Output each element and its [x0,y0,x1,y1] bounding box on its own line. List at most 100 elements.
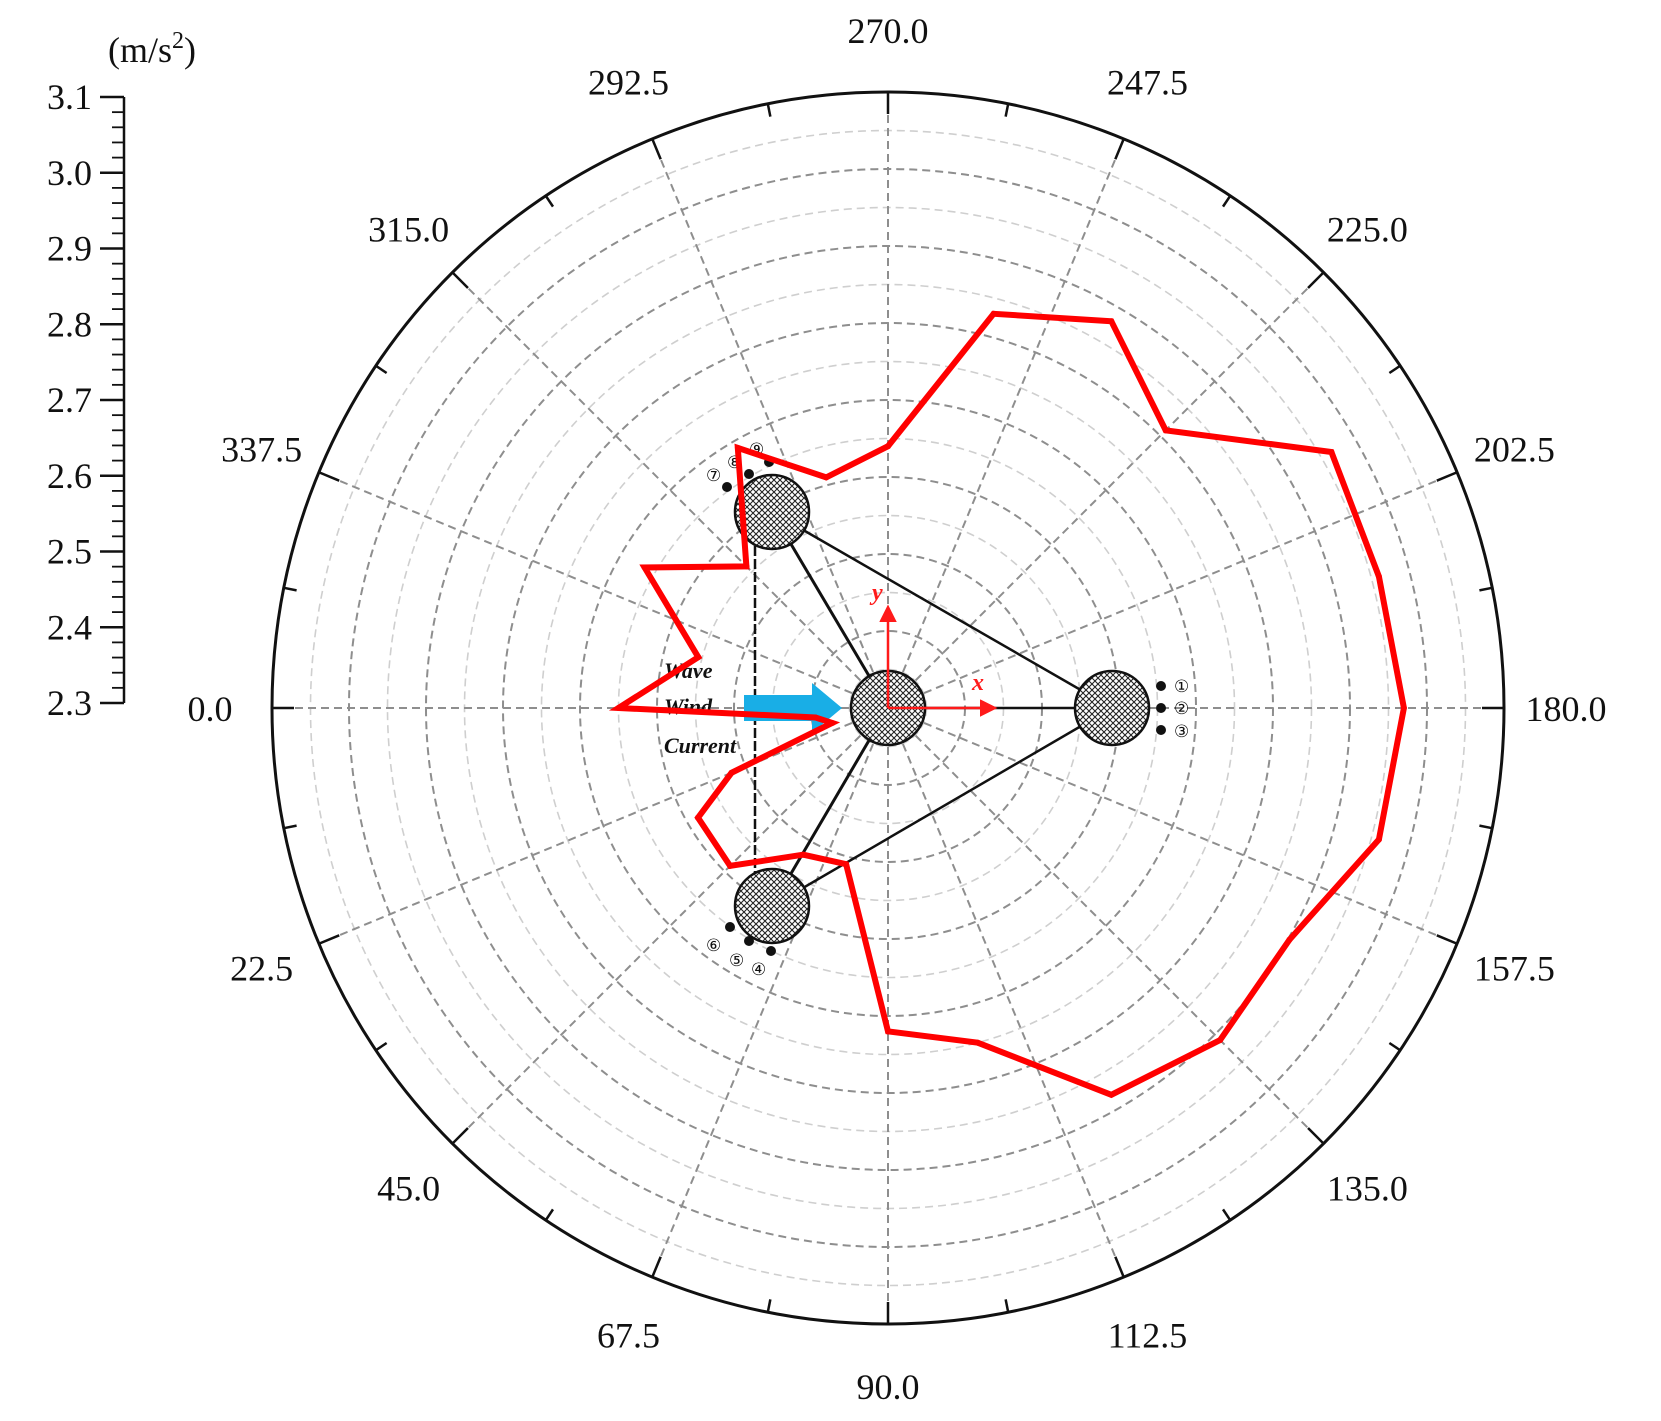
x-axis-label: x [971,670,984,696]
angle-major-tick [318,934,340,945]
angle-minor-tick [1388,1041,1401,1052]
angle-major-tick [1307,1127,1325,1145]
angle-label: 202.5 [1474,430,1555,470]
scale-tick-label: 2.9 [47,229,92,269]
sensor-dot-7 [722,482,732,492]
angle-minor-tick [283,586,297,592]
angle-minor-tick [544,195,555,208]
grid-spoke [887,471,1458,709]
series-point [885,1028,891,1035]
current-label: Current [664,733,737,758]
scale-tick-label: 3.1 [47,77,92,117]
flow-direction: Wave Wind Current [664,658,842,758]
angle-minor-tick [766,1299,772,1313]
grid-spoke [451,271,889,709]
angle-major-tick [318,471,340,482]
sensor-dot-2 [1156,703,1166,713]
angle-label: 270.0 [848,11,929,51]
angle-label: 67.5 [597,1315,660,1355]
angle-major-tick [1436,934,1458,945]
angle-major-tick [1436,471,1458,482]
series-point [728,769,735,776]
brace-upper-to-right [771,510,1113,710]
angle-minor-tick [1479,586,1493,592]
angle-label: 292.5 [588,63,669,103]
angle-label: 135.0 [1327,1168,1408,1208]
grid-spoke [318,707,889,945]
series-line [608,310,1407,1099]
upper-left-column [733,473,811,551]
grid-spoke [887,707,1325,1145]
series-point [812,714,819,721]
angle-label: 157.5 [1474,948,1555,988]
sensor-dot-4 [766,946,776,956]
series-point [743,563,750,570]
scale-tick-label: 2.4 [47,607,92,647]
right-column [1073,669,1151,747]
polar-grid [272,92,1504,1324]
angle-label: 247.5 [1107,63,1188,103]
sensor-dot-6 [725,922,735,932]
grid-spoke [451,707,889,1145]
series-point [1162,427,1169,434]
angle-major-tick [651,138,662,160]
angle-label: 180.0 [1526,689,1607,729]
grid-spoke [887,707,1125,1278]
y-axis-label: y [869,580,883,606]
series-point [800,851,807,858]
series-point [1217,1037,1224,1044]
brace-lower-to-right [771,706,1113,908]
angle-minor-tick [1221,1208,1232,1221]
angle-label: 90.0 [857,1367,920,1407]
series-point [885,443,891,450]
angle-minor-tick [1004,1299,1010,1313]
angle-major-tick [651,1256,662,1278]
angle-major-tick [451,271,469,289]
scale-tick-label: 2.6 [47,456,92,496]
sensor-label-7: ⑦ [706,466,721,486]
angle-minor-tick [283,824,297,830]
angle-minor-tick [1004,103,1010,117]
series-point [695,654,702,661]
angle-label: 0.0 [188,689,233,729]
angle-minor-tick [1388,364,1401,375]
grid-spoke [887,138,1125,709]
sensor-label-4: ④ [751,960,766,980]
grid-ring-minor [540,360,1236,1056]
series-point [1286,936,1293,943]
series-point [1328,448,1335,455]
angle-major-tick [1114,138,1125,160]
angle-minor-tick [375,364,388,375]
series-point [1400,705,1407,711]
angle-minor-tick [766,103,772,117]
scale-tick-label: 2.3 [47,683,92,723]
series-point [615,705,622,711]
angle-label: 315.0 [368,210,449,250]
series-point [1108,318,1115,325]
scale-tick-label: 2.5 [47,532,92,572]
coordinate-axes: x y [869,580,998,717]
series-point [823,474,830,481]
series-point [990,310,997,317]
sensor-dot-3 [1156,725,1166,735]
series-point [734,444,741,451]
sensor-label-2: ② [1174,699,1189,719]
angle-major-tick [1114,1256,1125,1278]
grid-spoke [887,707,1458,945]
wind-label: Wind [664,694,713,719]
data-series [608,310,1407,1099]
series-point [727,862,734,869]
series-point [641,564,648,571]
sensor-label-5: ⑤ [729,951,744,971]
sensor-dot-8 [744,469,754,479]
angle-label: 225.0 [1327,210,1408,250]
grid-spoke [887,271,1325,709]
grid-spoke [318,471,889,709]
scale-tick-label: 2.8 [47,304,92,344]
angle-major-tick [1307,271,1325,289]
series-point [694,814,701,821]
angle-minor-tick [375,1041,388,1052]
sensor-dot-5 [744,936,754,946]
